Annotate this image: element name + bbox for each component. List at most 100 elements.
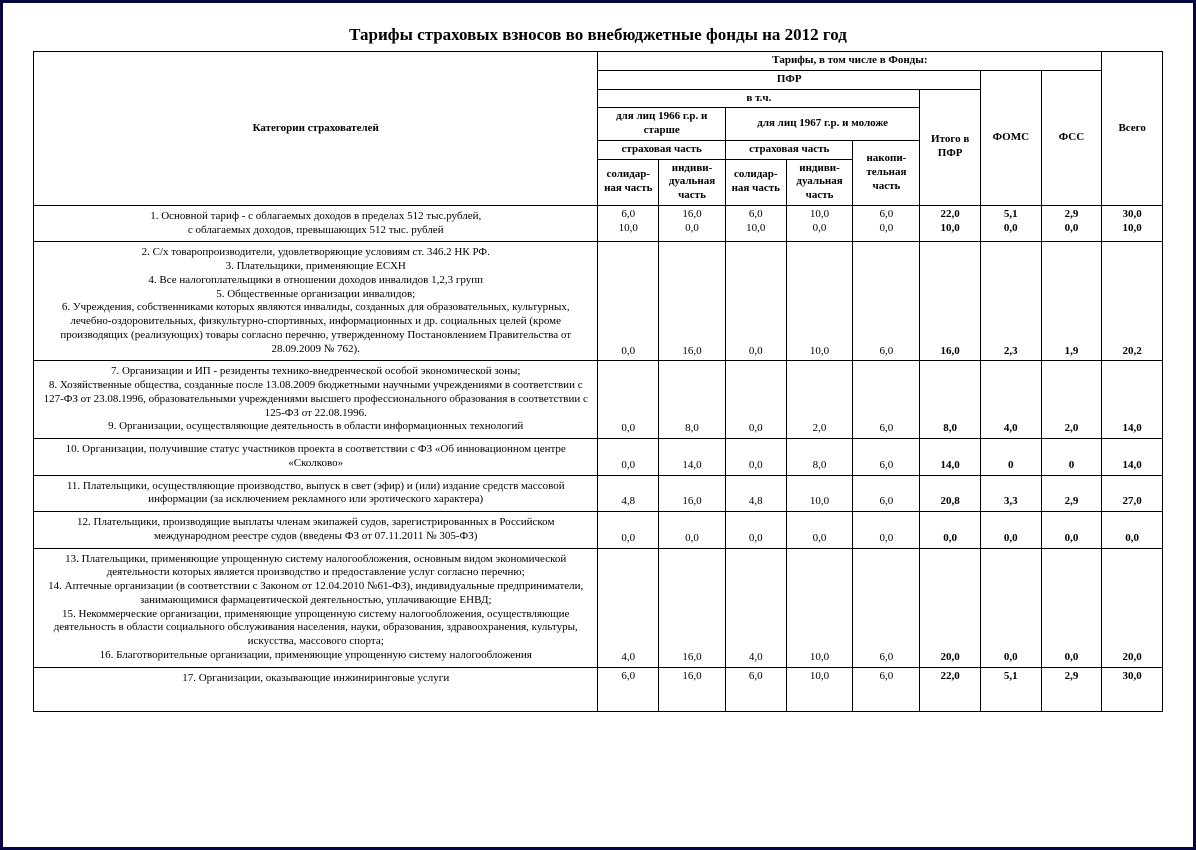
th-fss: ФСС <box>1041 70 1102 205</box>
th-pfr-total: Итого в ПФР <box>920 89 981 205</box>
page-frame: Тарифы страховых взносов во внебюджетные… <box>0 0 1196 850</box>
num-cell-total: 14,0 <box>1102 361 1163 439</box>
category-cell: 2. С/х товаропроизводители, удовлетворяю… <box>34 242 598 361</box>
num-cell-c2: 14,0 <box>659 439 726 476</box>
category-cell: 12. Плательщики, производящие выплаты чл… <box>34 512 598 549</box>
num-cell-foms: 5,1 <box>980 667 1041 712</box>
num-cell-c3: 0,0 <box>725 242 786 361</box>
th-foms: ФОМС <box>980 70 1041 205</box>
num-cell-pfr: 20,0 <box>920 548 981 667</box>
num-cell-c5: 6,0 <box>853 242 920 361</box>
category-cell: 11. Плательщики, осуществляющие производ… <box>34 475 598 512</box>
num-cell-fss: 0,0 <box>1041 548 1102 667</box>
table-header: Категории страхователей Тарифы, в том чи… <box>34 52 1163 206</box>
num-cell-c3: 0,0 <box>725 439 786 476</box>
table-body: 1. Основной тариф - с облагаемых доходов… <box>34 205 1163 712</box>
num-cell-fss: 2,9 <box>1041 475 1102 512</box>
tariff-table: Категории страхователей Тарифы, в том чи… <box>33 51 1163 712</box>
table-row: 17. Организации, оказывающие инжиниринго… <box>34 667 1163 712</box>
num-cell-c3: 4,0 <box>725 548 786 667</box>
num-cell-c5: 6,0 <box>853 361 920 439</box>
table-row: 7. Организации и ИП - резиденты технико-… <box>34 361 1163 439</box>
table-row: 12. Плательщики, производящие выплаты чл… <box>34 512 1163 549</box>
num-cell-c1: 6,0 10,0 <box>598 205 659 242</box>
num-cell-c1: 6,0 <box>598 667 659 712</box>
th-1966: для лиц 1966 г.р. и старше <box>598 108 726 141</box>
num-cell-c5: 0,0 <box>853 512 920 549</box>
num-cell-c4: 8,0 <box>786 439 853 476</box>
num-cell-c5: 6,0 <box>853 667 920 712</box>
page-title: Тарифы страховых взносов во внебюджетные… <box>33 25 1163 45</box>
num-cell-pfr: 22,0 <box>920 667 981 712</box>
num-cell-c2: 0,0 <box>659 512 726 549</box>
num-cell-pfr: 22,0 10,0 <box>920 205 981 242</box>
num-cell-foms: 0,0 <box>980 512 1041 549</box>
num-cell-foms: 0,0 <box>980 548 1041 667</box>
num-cell-fss: 0 <box>1041 439 1102 476</box>
category-cell: 7. Организации и ИП - резиденты технико-… <box>34 361 598 439</box>
table-row: 13. Плательщики, применяющие упрощенную … <box>34 548 1163 667</box>
table-row: 1. Основной тариф - с облагаемых доходов… <box>34 205 1163 242</box>
num-cell-c1: 4,8 <box>598 475 659 512</box>
num-cell-c1: 0,0 <box>598 242 659 361</box>
num-cell-total: 0,0 <box>1102 512 1163 549</box>
num-cell-c2: 8,0 <box>659 361 726 439</box>
num-cell-c4: 10,0 <box>786 548 853 667</box>
num-cell-c4: 10,0 <box>786 667 853 712</box>
num-cell-fss: 2,9 0,0 <box>1041 205 1102 242</box>
th-solidar-1: солидар-ная часть <box>598 159 659 205</box>
num-cell-c3: 6,0 10,0 <box>725 205 786 242</box>
num-cell-c4: 2,0 <box>786 361 853 439</box>
num-cell-pfr: 14,0 <box>920 439 981 476</box>
category-cell: 17. Организации, оказывающие инжиниринго… <box>34 667 598 712</box>
num-cell-pfr: 0,0 <box>920 512 981 549</box>
num-cell-foms: 2,3 <box>980 242 1041 361</box>
th-ins-1966: страховая часть <box>598 140 726 159</box>
th-pfr: ПФР <box>598 70 981 89</box>
num-cell-c4: 0,0 <box>786 512 853 549</box>
category-cell: 1. Основной тариф - с облагаемых доходов… <box>34 205 598 242</box>
num-cell-c1: 4,0 <box>598 548 659 667</box>
num-cell-total: 14,0 <box>1102 439 1163 476</box>
num-cell-c1: 0,0 <box>598 439 659 476</box>
th-cumulative: накопи-тельная часть <box>853 140 920 205</box>
category-cell: 10. Организации, получившие статус участ… <box>34 439 598 476</box>
num-cell-c3: 0,0 <box>725 512 786 549</box>
num-cell-c1: 0,0 <box>598 512 659 549</box>
th-vtc: в т.ч. <box>598 89 920 108</box>
num-cell-c5: 6,0 <box>853 475 920 512</box>
num-cell-c3: 6,0 <box>725 667 786 712</box>
num-cell-c4: 10,0 0,0 <box>786 205 853 242</box>
th-total: Всего <box>1102 52 1163 206</box>
num-cell-total: 27,0 <box>1102 475 1163 512</box>
th-tariffs: Тарифы, в том числе в Фонды: <box>598 52 1102 71</box>
num-cell-fss: 2,9 <box>1041 667 1102 712</box>
num-cell-c2: 16,0 <box>659 667 726 712</box>
num-cell-c4: 10,0 <box>786 242 853 361</box>
num-cell-c2: 16,0 0,0 <box>659 205 726 242</box>
num-cell-foms: 3,3 <box>980 475 1041 512</box>
num-cell-c3: 0,0 <box>725 361 786 439</box>
num-cell-c5: 6,0 <box>853 548 920 667</box>
table-row: 11. Плательщики, осуществляющие производ… <box>34 475 1163 512</box>
num-cell-c2: 16,0 <box>659 548 726 667</box>
th-indiv-1: индиви-дуальная часть <box>659 159 726 205</box>
category-cell: 13. Плательщики, применяющие упрощенную … <box>34 548 598 667</box>
num-cell-total: 30,0 <box>1102 667 1163 712</box>
num-cell-foms: 0 <box>980 439 1041 476</box>
num-cell-pfr: 16,0 <box>920 242 981 361</box>
num-cell-c3: 4,8 <box>725 475 786 512</box>
num-cell-c4: 10,0 <box>786 475 853 512</box>
num-cell-c2: 16,0 <box>659 475 726 512</box>
num-cell-pfr: 8,0 <box>920 361 981 439</box>
num-cell-pfr: 20,8 <box>920 475 981 512</box>
th-1967: для лиц 1967 г.р. и моложе <box>725 108 919 141</box>
num-cell-fss: 0,0 <box>1041 512 1102 549</box>
num-cell-c2: 16,0 <box>659 242 726 361</box>
num-cell-total: 30,0 10,0 <box>1102 205 1163 242</box>
num-cell-c1: 0,0 <box>598 361 659 439</box>
th-indiv-2: индиви-дуальная часть <box>786 159 853 205</box>
table-row: 2. С/х товаропроизводители, удовлетворяю… <box>34 242 1163 361</box>
num-cell-foms: 5,1 0,0 <box>980 205 1041 242</box>
num-cell-total: 20,2 <box>1102 242 1163 361</box>
